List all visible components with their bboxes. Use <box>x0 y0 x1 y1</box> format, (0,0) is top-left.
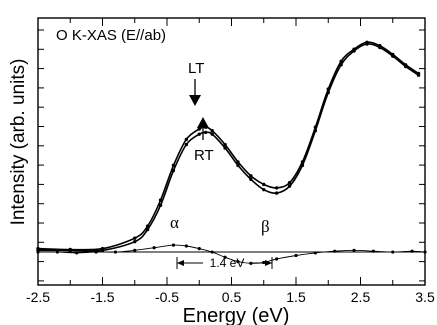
alpha-label: α <box>170 213 179 232</box>
lt-label: LT <box>188 60 204 77</box>
data-point <box>403 64 408 69</box>
x-tick-label: -2.5 <box>26 289 50 305</box>
data-point <box>416 73 421 77</box>
data-point <box>326 90 330 95</box>
x-tick-label: 3.5 <box>415 289 435 305</box>
x-tick-label: -0.5 <box>155 289 179 305</box>
data-point <box>410 249 414 253</box>
data-point <box>171 163 176 168</box>
data-point <box>352 248 356 252</box>
data-point <box>223 146 227 150</box>
data-point <box>333 249 337 253</box>
data-point <box>262 260 266 265</box>
data-point <box>236 259 240 264</box>
data-point <box>313 128 318 133</box>
data-point <box>113 250 117 254</box>
x-tick-labels: -2.5 -1.5 -0.5 0.5 1.5 2.5 3.5 <box>26 289 435 305</box>
data-point <box>158 198 163 202</box>
data-point <box>223 255 227 259</box>
data-point <box>133 248 137 252</box>
data-point <box>262 182 266 187</box>
data-point <box>287 184 292 188</box>
rt-arrow-head <box>197 117 209 128</box>
plot-frame <box>37 17 426 286</box>
gap-arrow-left <box>177 260 184 266</box>
series-difference <box>36 243 427 265</box>
data-point <box>184 137 189 142</box>
data-point <box>287 181 292 185</box>
data-point <box>236 163 240 168</box>
x-tick-label: 2.5 <box>351 289 371 305</box>
data-point <box>274 191 279 195</box>
data-point <box>391 250 395 254</box>
data-point <box>223 142 227 147</box>
data-point <box>300 163 305 168</box>
data-point <box>210 132 214 136</box>
data-point <box>152 246 156 250</box>
data-point <box>339 63 343 67</box>
annotation-layer <box>176 79 273 269</box>
data-point <box>365 42 369 46</box>
data-point <box>100 248 105 253</box>
data-point <box>145 227 150 232</box>
data-point <box>262 187 266 192</box>
data-point <box>210 128 214 133</box>
beta-label: β <box>261 217 270 236</box>
series-line <box>37 244 426 264</box>
data-point <box>391 54 395 58</box>
data-point <box>171 243 176 247</box>
x-tick-label: 1.5 <box>286 289 306 305</box>
data-point <box>275 257 279 261</box>
data-point <box>197 127 201 131</box>
chart-title: O K-XAS (E//ab) <box>56 27 166 44</box>
gap-arrow-right <box>265 260 272 266</box>
data-point <box>249 177 253 181</box>
data-point <box>197 246 201 251</box>
gap-label: 1.4 eV <box>210 256 245 270</box>
data-point <box>184 244 188 248</box>
data-point <box>249 174 253 178</box>
data-point <box>313 251 317 255</box>
data-point <box>371 249 375 253</box>
plot-border <box>37 17 426 286</box>
data-point <box>197 132 201 136</box>
series-lt <box>36 40 421 252</box>
x-tick-label: -1.5 <box>90 289 114 305</box>
data-point <box>210 250 214 254</box>
data-point <box>294 253 298 258</box>
data-point <box>75 251 79 255</box>
rt-label: RT <box>194 147 214 164</box>
data-point <box>158 203 163 207</box>
x-tick-label: 0.5 <box>222 289 242 305</box>
axis-ticks <box>37 18 426 285</box>
data-point <box>378 45 382 50</box>
x-axis-label: Energy (eV) <box>183 305 290 325</box>
data-point <box>423 250 427 254</box>
data-point <box>36 250 40 254</box>
data-point <box>274 186 279 190</box>
y-axis-label: Intensity (arb. units) <box>8 59 29 226</box>
series-rt <box>36 42 421 253</box>
series-line <box>37 41 420 251</box>
data-point <box>68 248 72 253</box>
data-point <box>171 168 176 173</box>
series-layer <box>36 40 427 265</box>
data-point <box>236 160 240 164</box>
lt-arrow-head <box>189 95 201 106</box>
data-point <box>204 130 208 135</box>
data-point <box>133 236 137 240</box>
data-point <box>133 239 137 244</box>
data-point <box>184 142 189 147</box>
data-point <box>94 250 98 254</box>
data-point <box>352 49 356 53</box>
data-point <box>55 250 59 254</box>
